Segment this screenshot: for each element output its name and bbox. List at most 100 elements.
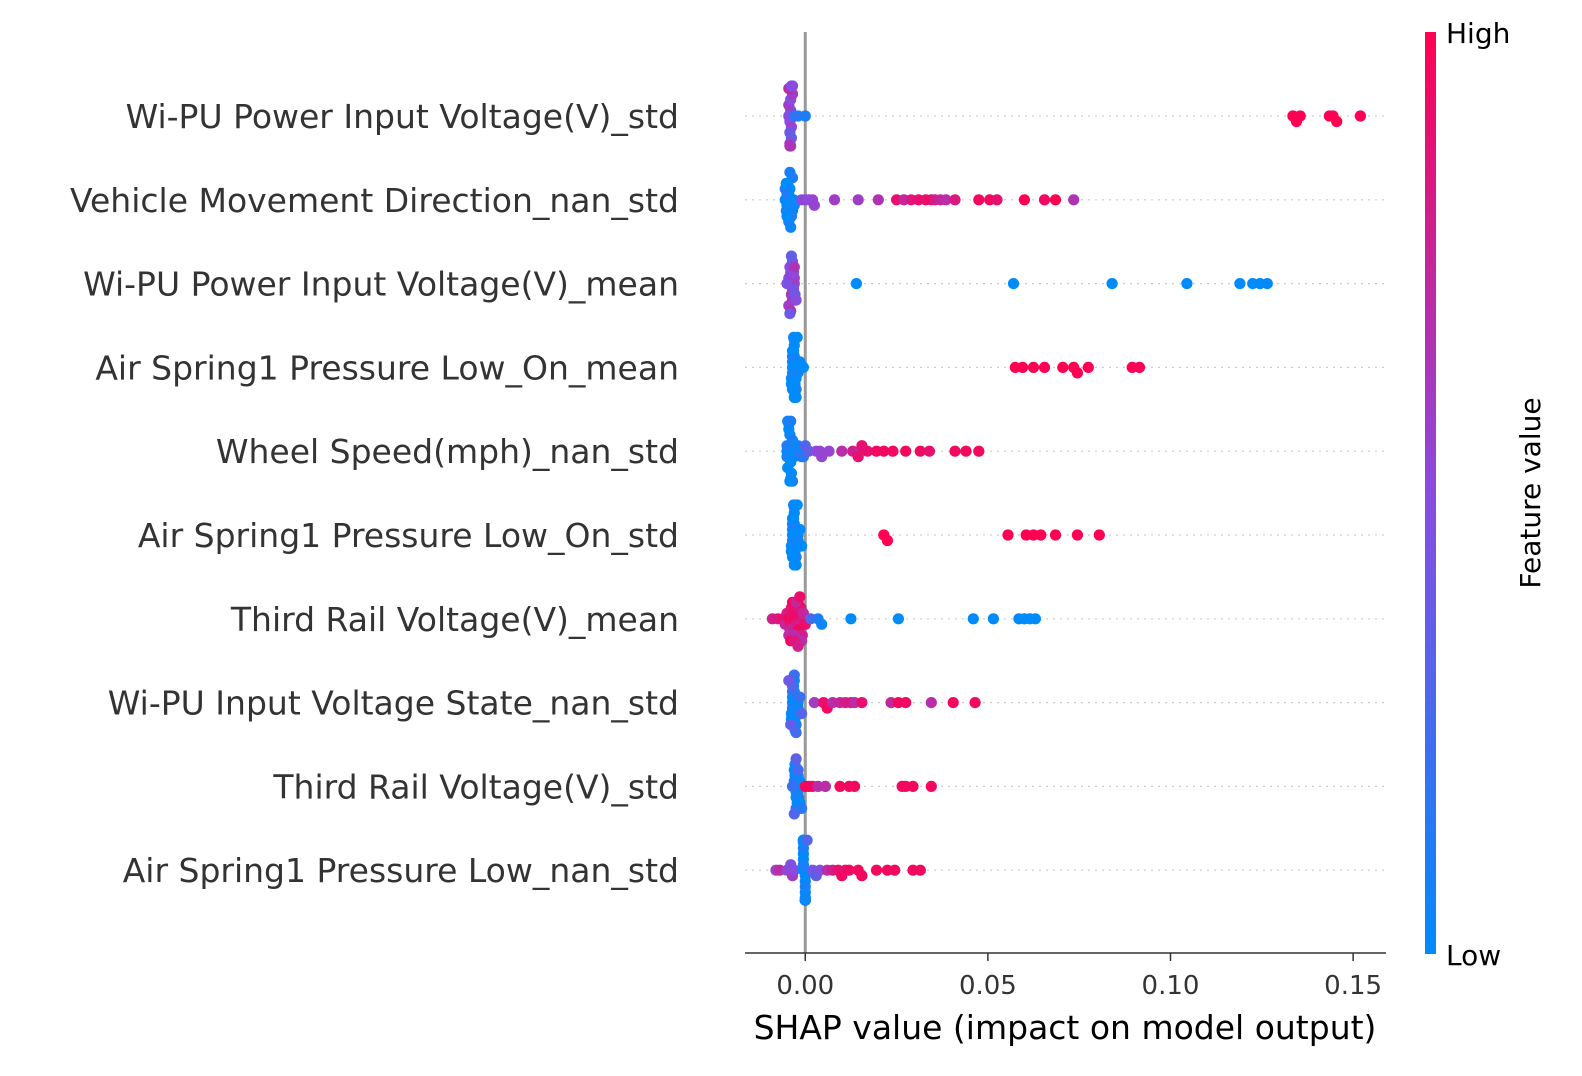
data-point [786,345,799,357]
data-point [973,445,985,457]
data-point [1261,278,1273,290]
data-point [794,523,806,536]
data-point [788,261,800,273]
data-point [1035,529,1047,541]
feature-label: Wi-PU Power Input Voltage(V)_std [126,97,679,136]
data-point [792,764,804,776]
data-point [788,864,800,876]
data-point [794,691,806,703]
data-point [790,294,802,306]
data-point [1106,278,1118,290]
feature-label: Air Spring1 Pressure Low_On_std [138,516,679,555]
data-point [881,534,894,547]
data-point [791,499,803,511]
data-point [889,864,901,876]
data-point [1002,529,1014,541]
data-point [991,194,1003,206]
data-point [973,194,985,206]
data-point [797,361,810,373]
data-point [785,719,797,731]
row-gridlines [745,115,1386,871]
data-point [850,278,863,290]
data-point [786,383,799,395]
data-point [823,445,835,457]
data-point [1181,278,1193,290]
data-point [960,445,972,457]
feature-label: Air Spring1 Pressure Low_nan_std [123,851,679,890]
data-point [852,194,864,206]
data-point [878,445,890,457]
data-point [892,613,905,625]
data-point [856,697,868,709]
data-point [781,278,793,290]
data-point [836,445,848,457]
data-point [987,613,1000,625]
x-tick-label: 0.05 [959,971,1017,1001]
data-point [786,551,799,563]
feature-label: Wi-PU Input Voltage State_nan_std [108,684,679,723]
feature-label: Vehicle Movement Direction_nan_std [70,181,679,220]
data-point [794,591,806,603]
data-point [872,194,884,206]
data-points [766,80,1366,906]
data-point [967,613,979,625]
data-point [1057,361,1069,373]
data-point [1049,194,1062,206]
feature-label: Third Rail Voltage(V)_mean [230,600,679,639]
data-point [1007,278,1020,290]
data-point [1017,361,1029,373]
data-point [870,864,883,876]
data-point [1294,110,1306,122]
data-point [799,110,811,122]
feature-label: Wi-PU Power Input Voltage(V)_mean [83,265,679,304]
data-point [1068,194,1080,206]
data-point [808,697,821,709]
data-point [923,445,936,457]
data-point [900,445,912,457]
data-point [843,864,855,876]
feature-label: Third Rail Voltage(V)_std [272,767,679,806]
feature-labels: Wi-PU Power Input Voltage(V)_std Vehicle … [70,97,679,890]
data-point [808,199,821,211]
data-point [783,675,795,687]
x-tick-label: 0.00 [776,971,834,1001]
data-point [940,194,952,206]
x-tick-label: 0.10 [1142,971,1200,1001]
data-point [1029,613,1041,625]
data-point [784,308,796,320]
colorbar-gradient [1425,32,1436,954]
data-point [785,80,798,92]
data-point [791,331,803,343]
data-point [1071,367,1083,379]
data-point [828,194,841,206]
data-point [1331,115,1343,128]
data-point [801,834,813,846]
data-point [796,802,808,815]
data-point [914,864,926,876]
data-point [900,697,912,709]
data-point [1071,529,1083,541]
data-point [1093,529,1105,541]
data-point [819,780,832,793]
data-point [849,780,861,793]
data-point [790,753,802,765]
data-point [1018,194,1030,206]
data-point [796,540,808,552]
data-point [947,697,959,709]
data-point [856,870,868,882]
feature-label: Wheel Speed(mph)_nan_std [216,432,679,471]
data-point [816,618,828,630]
data-point [1038,194,1051,206]
data-point [784,140,796,152]
data-point [785,221,797,233]
data-point [1354,110,1366,122]
data-point [784,475,796,487]
data-point [969,697,981,709]
colorbar-title: Feature value [1514,397,1547,588]
data-point [887,445,899,457]
data-point [786,780,799,793]
data-point [907,780,919,793]
x-tick-label: 0.15 [1324,971,1382,1001]
data-point [949,445,961,457]
data-point [1038,361,1051,373]
